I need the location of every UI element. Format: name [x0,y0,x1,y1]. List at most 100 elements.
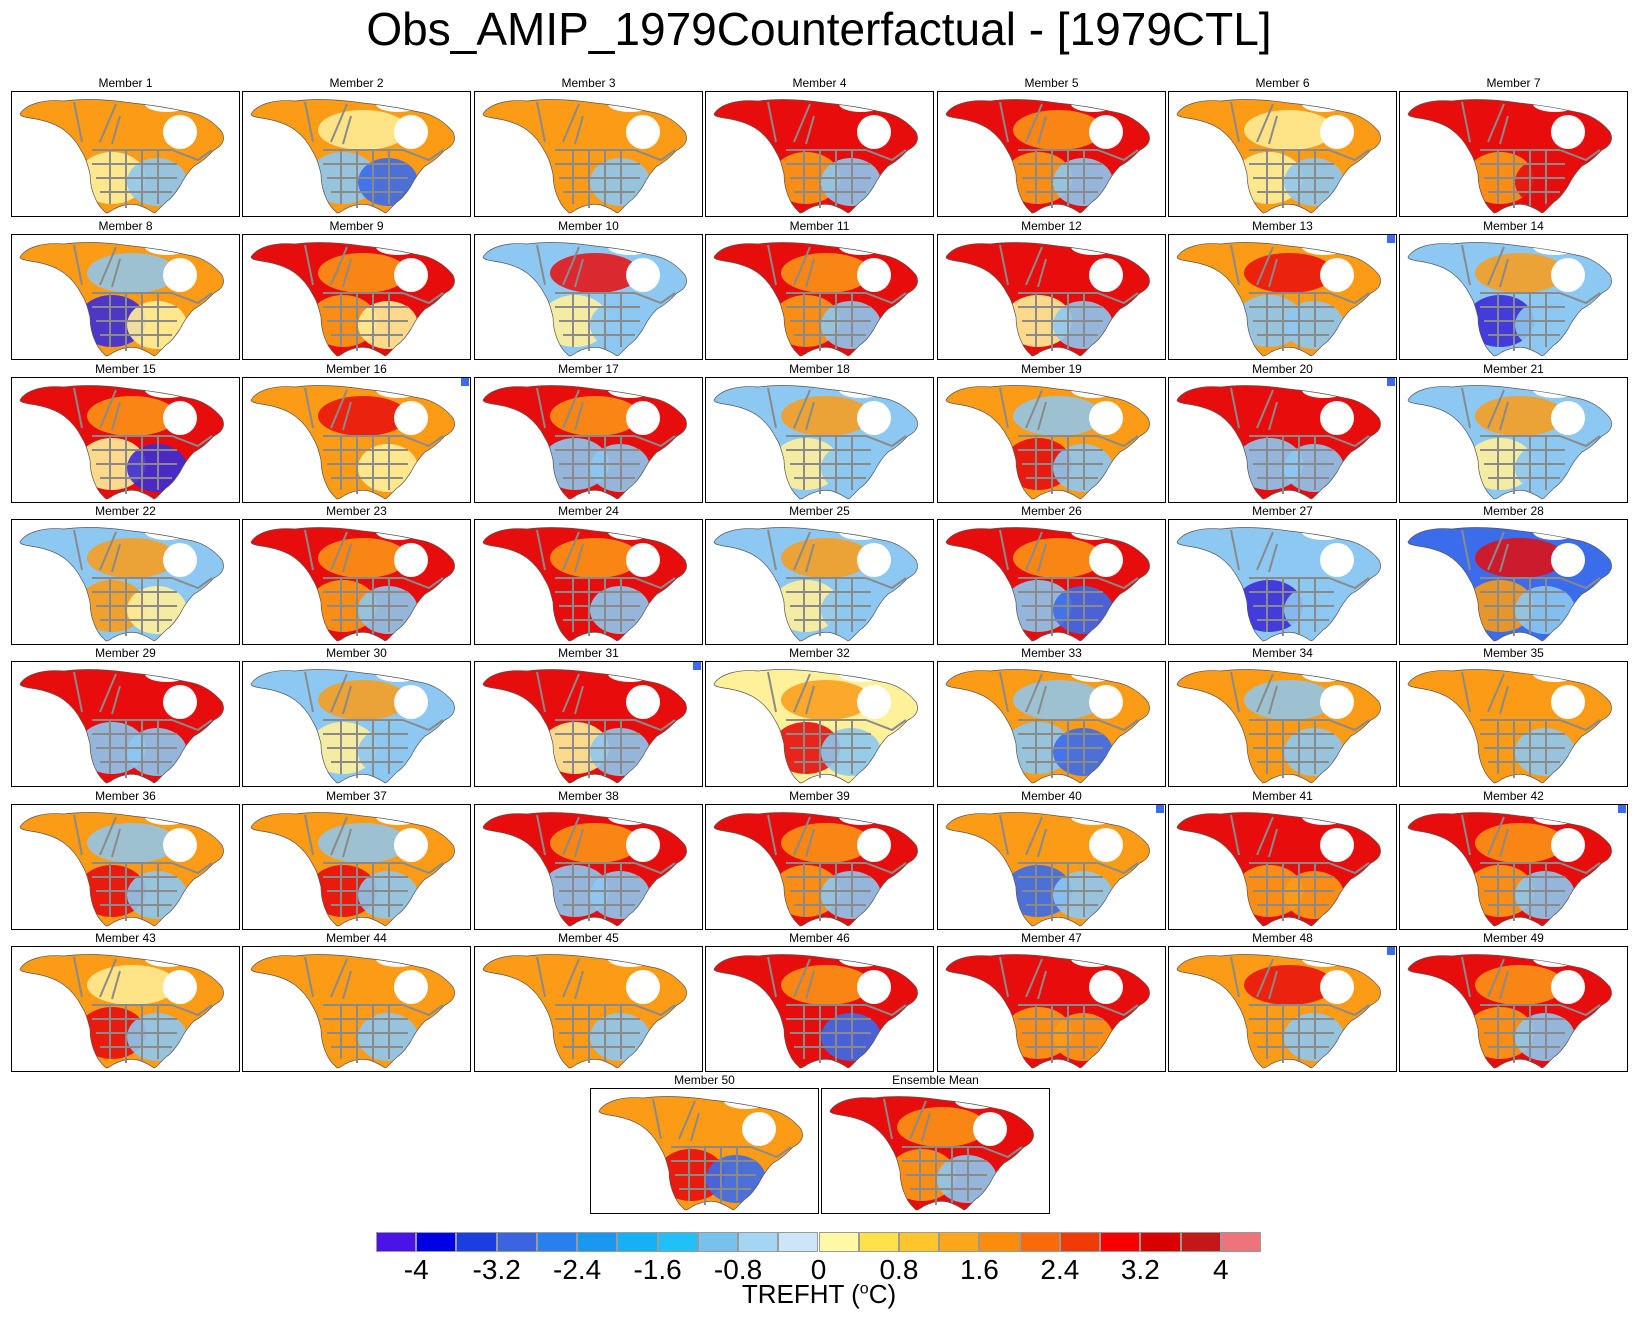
arctic-corner [1156,378,1164,386]
arctic-corner [693,92,701,100]
arctic-corner [461,662,469,670]
member-panel: Member 21 [1399,362,1628,503]
temperature-map [11,91,240,217]
arctic-corner [1387,662,1395,670]
coastline [713,812,918,927]
political-boundaries [536,101,676,208]
coastline [482,242,687,357]
arctic-islands [608,812,652,825]
arctic-islands [839,385,883,398]
arctic-corner [230,662,238,670]
arctic-islands [1302,99,1346,112]
hudson-bay [626,115,660,149]
member-panel: Member 10 [474,219,703,360]
arctic-corner [924,235,932,243]
member-panel: Member 42 [1399,789,1628,930]
panel-title: Member 25 [789,504,850,518]
arctic-islands [1533,669,1577,682]
panel-title: Member 33 [1021,646,1082,660]
hudson-bay [857,401,891,435]
colorbar-unit-super: o [859,1280,869,1298]
panel-title: Member 36 [95,789,156,803]
arctic-islands [1533,954,1577,967]
temperature-map [474,519,703,645]
political-boundaries [304,101,444,208]
political-boundaries [536,244,676,351]
political-boundaries [304,529,444,636]
temperature-map [1168,91,1397,217]
temperature-map [1168,946,1397,1072]
arctic-corner [693,378,701,386]
political-boundaries [1230,387,1370,494]
hudson-bay [1320,115,1354,149]
political-boundaries [767,814,907,921]
political-boundaries [304,814,444,921]
coastline [1407,385,1612,500]
member-panel: Member 25 [705,504,934,645]
member-panel: Member 23 [242,504,471,645]
hudson-bay [1551,543,1585,577]
temperature-map [1168,519,1397,645]
hudson-bay [857,258,891,292]
arctic-corner [809,1089,817,1097]
panel-title: Member 30 [326,646,387,660]
coastline [250,669,455,784]
member-panel: Member 6 [1168,76,1397,217]
coastline [713,242,918,357]
arctic-islands [1071,527,1115,540]
colorbar-title-text: TREFHT ( [741,1279,860,1309]
arctic-islands [1302,527,1346,540]
panel-title: Member 14 [1483,219,1544,233]
arctic-islands [145,242,189,255]
member-panel: Member 34 [1168,646,1397,787]
member-panel: Member 35 [1399,646,1628,787]
political-boundaries [1461,814,1601,921]
panel-title: Member 35 [1483,646,1544,660]
colorbar-tick-label: -1.6 [633,1254,682,1285]
colorbar-swatch [1100,1232,1141,1252]
figure-title: Obs_AMIP_1979Counterfactual - [1979CTL] [366,3,1272,55]
member-panel: Member 19 [937,362,1166,503]
colorbar-swatch [697,1232,739,1252]
temperature-map [242,804,471,930]
member-panel: Member 24 [474,504,703,645]
arctic-islands [724,1096,768,1109]
temperature-map [1399,91,1628,217]
coastline [19,527,224,642]
temperature-map [705,804,934,930]
coastline [250,385,455,500]
panel-title: Member 43 [95,931,156,945]
member-panel: Member 13 [1168,219,1397,360]
coastline [19,385,224,500]
hudson-bay [394,685,428,719]
colorbar-tick-label: -2.4 [553,1254,602,1285]
member-panel: Member 18 [705,362,934,503]
coastline [713,527,918,642]
panel-title: Member 16 [326,362,387,376]
coastline [482,812,687,927]
temperature-map [937,377,1166,503]
coastline [19,99,224,214]
panel-title: Member 8 [98,219,153,233]
arctic-islands [1302,385,1346,398]
member-panel: Member 27 [1168,504,1397,645]
member-panel: Member 14 [1399,219,1628,360]
political-boundaries [999,101,1139,208]
temperature-map [11,519,240,645]
colorbar-tick-label: -0.8 [713,1254,763,1285]
arctic-islands [145,669,189,682]
coastline [482,954,687,1069]
panel-title: Member 12 [1021,219,1082,233]
hudson-bay [626,828,660,862]
political-boundaries [1230,244,1370,351]
map-panel-grid: Member 1 Member 2 Member 3 Member 4 Member 5… [11,76,1628,1214]
hudson-bay [626,685,660,719]
arctic-islands [839,242,883,255]
hudson-bay [626,401,660,435]
colorbar-swatch [898,1232,940,1252]
hudson-bay [1551,828,1585,862]
arctic-corner [1387,235,1395,243]
panel-title: Member 2 [329,76,384,90]
arctic-corner [1156,235,1164,243]
member-panel: Member 31 [474,646,703,787]
